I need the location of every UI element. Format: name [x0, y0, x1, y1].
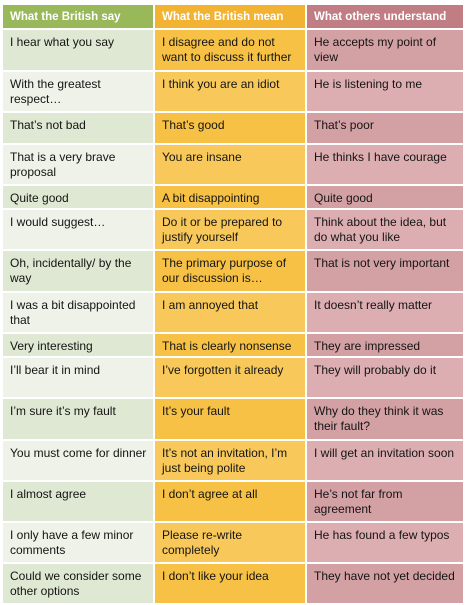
cell-others-understand: Think about the idea, but do what you li… — [307, 210, 465, 251]
header-what-british-say: What the British say — [3, 5, 155, 30]
cell-others-understand: They are impressed — [307, 334, 465, 358]
table-row: You must come for dinner It’s not an inv… — [3, 441, 465, 482]
cell-british-mean: I am annoyed that — [155, 293, 307, 334]
cell-british-mean: It’s not an invitation, I’m just being p… — [155, 441, 307, 482]
cell-others-understand: They have not yet decided — [307, 564, 465, 605]
cell-british-mean: You are insane — [155, 145, 307, 186]
cell-british-say: That’s not bad — [3, 113, 155, 145]
british-phrases-table: What the British say What the British me… — [3, 5, 465, 605]
table-header-row: What the British say What the British me… — [3, 5, 465, 30]
cell-others-understand: He is listening to me — [307, 72, 465, 113]
cell-others-understand: Why do they think it was their fault? — [307, 399, 465, 441]
cell-british-say: Could we consider some other options — [3, 564, 155, 605]
cell-others-understand: That’s poor — [307, 113, 465, 145]
cell-british-say: I was a bit disappointed that — [3, 293, 155, 334]
cell-others-understand: That is not very important — [307, 251, 465, 293]
cell-british-mean: I’ve forgotten it already — [155, 358, 307, 399]
table-row: I hear what you say I disagree and do no… — [3, 30, 465, 72]
cell-british-say: Oh, incidentally/ by the way — [3, 251, 155, 293]
table-row: I would suggest… Do it or be prepared to… — [3, 210, 465, 251]
table-row: I almost agree I don’t agree at all He’s… — [3, 482, 465, 523]
cell-british-mean: Do it or be prepared to justify yourself — [155, 210, 307, 251]
cell-others-understand: He’s not far from agreement — [307, 482, 465, 523]
cell-others-understand: He has found a few typos — [307, 523, 465, 564]
cell-british-mean: I don’t agree at all — [155, 482, 307, 523]
cell-british-mean: A bit disappointing — [155, 186, 307, 210]
cell-others-understand: He thinks I have courage — [307, 145, 465, 186]
cell-british-say: Very interesting — [3, 334, 155, 358]
cell-british-say: I’ll bear it in mind — [3, 358, 155, 399]
cell-others-understand: Quite good — [307, 186, 465, 210]
cell-british-say: You must come for dinner — [3, 441, 155, 482]
cell-british-say: Quite good — [3, 186, 155, 210]
cell-others-understand: It doesn’t really matter — [307, 293, 465, 334]
cell-others-understand: I will get an invitation soon — [307, 441, 465, 482]
cell-british-say: With the greatest respect… — [3, 72, 155, 113]
table-row: I’m sure it’s my fault It’s your fault W… — [3, 399, 465, 441]
table-row: That is a very brave proposal You are in… — [3, 145, 465, 186]
table-row: That’s not bad That’s good That’s poor — [3, 113, 465, 145]
cell-british-say: I almost agree — [3, 482, 155, 523]
table-row: Oh, incidentally/ by the way The primary… — [3, 251, 465, 293]
cell-british-say: I only have a few minor comments — [3, 523, 155, 564]
table-row: With the greatest respect… I think you a… — [3, 72, 465, 113]
cell-others-understand: They will probably do it — [307, 358, 465, 399]
cell-british-mean: I don’t like your idea — [155, 564, 307, 605]
table-row: Quite good A bit disappointing Quite goo… — [3, 186, 465, 210]
cell-british-mean: I disagree and do not want to discuss it… — [155, 30, 307, 72]
cell-british-mean: The primary purpose of our discussion is… — [155, 251, 307, 293]
cell-british-say: I hear what you say — [3, 30, 155, 72]
table-row: Very interesting That is clearly nonsens… — [3, 334, 465, 358]
table-row: Could we consider some other options I d… — [3, 564, 465, 605]
cell-british-mean: That is clearly nonsense — [155, 334, 307, 358]
cell-british-say: That is a very brave proposal — [3, 145, 155, 186]
cell-british-say: I’m sure it’s my fault — [3, 399, 155, 441]
header-what-others-understand: What others understand — [307, 5, 465, 30]
cell-british-mean: That’s good — [155, 113, 307, 145]
table-row: I only have a few minor comments Please … — [3, 523, 465, 564]
table-row: I’ll bear it in mind I’ve forgotten it a… — [3, 358, 465, 399]
cell-british-say: I would suggest… — [3, 210, 155, 251]
table-row: I was a bit disappointed that I am annoy… — [3, 293, 465, 334]
cell-british-mean: Please re-write completely — [155, 523, 307, 564]
cell-british-mean: I think you are an idiot — [155, 72, 307, 113]
cell-others-understand: He accepts my point of view — [307, 30, 465, 72]
header-what-british-mean: What the British mean — [155, 5, 307, 30]
cell-british-mean: It’s your fault — [155, 399, 307, 441]
